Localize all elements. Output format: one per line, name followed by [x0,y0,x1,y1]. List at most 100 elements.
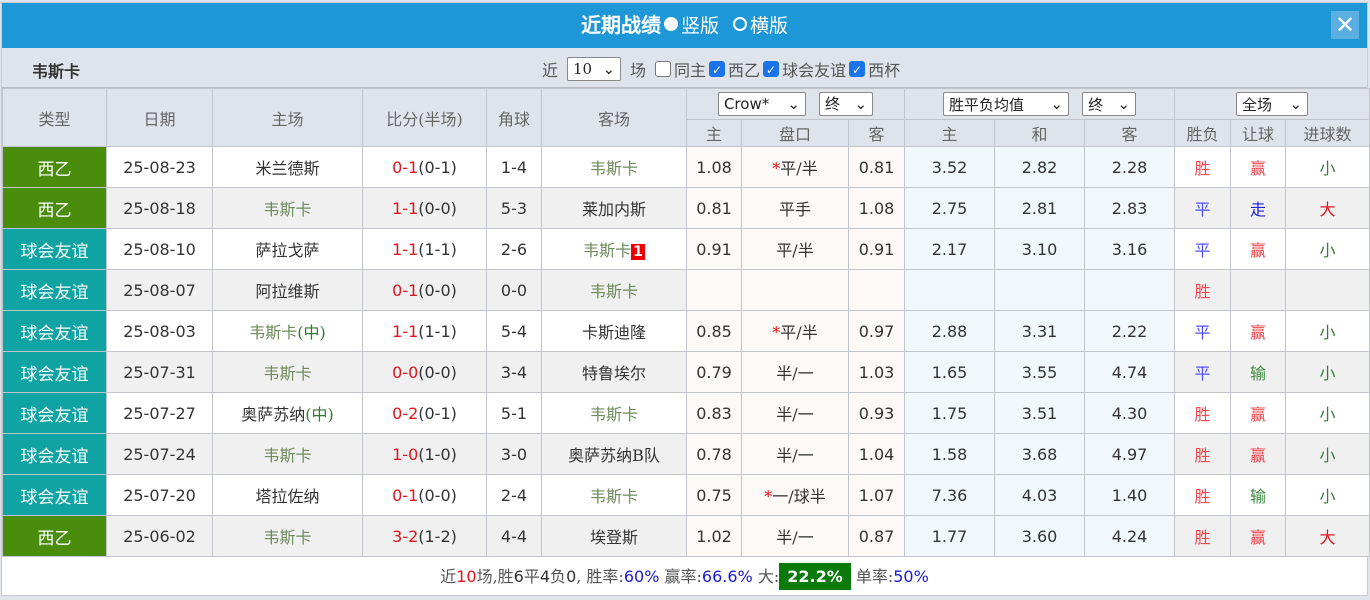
handicap-home-odds: 0.91 [686,228,742,270]
table-row[interactable]: 球会友谊 25-08-10 萨拉戈萨 1-1(1-1) 2-6 韦斯卡 1 0.91 平/半 0.… [2,228,1370,270]
checkbox-cup[interactable]: ✓ [849,61,866,77]
hc-text: 赢 [1250,323,1267,342]
home-team: 韦斯卡 [263,200,312,219]
avg-home: 2.75 [904,187,995,229]
avg-final-select[interactable]: 终 ⌄ [1082,92,1137,116]
match-type[interactable]: 球会友谊 [2,310,107,352]
handicap-away-odds: 1.03 [848,351,905,393]
score: 0-1 [392,157,419,177]
away-team: 韦斯卡 [589,282,638,301]
hcrate-label: 赢率: [664,567,702,586]
half-score: (0-0) [418,485,457,505]
handicap-away-odds: 0.91 [848,228,905,270]
match-date: 25-07-31 [106,351,213,393]
handicap-final-select[interactable]: 终 ⌄ [819,91,874,116]
odds: 0.81 [696,198,732,218]
handicap-result: 赢 [1230,228,1287,270]
table-row[interactable]: 西乙 25-08-18 韦斯卡 1-1(0-0) 5-3 莱加内斯 0.81 平手 1.08 2.… [2,187,1370,229]
result: 胜 [1174,433,1232,475]
radio-horizontal[interactable] [733,17,748,31]
score: 0-1 [392,485,419,505]
half-score: (0-0) [418,198,457,218]
summary-near: 近 [440,567,457,586]
odds: 0.85 [696,321,732,341]
odds: 0.87 [858,526,895,546]
odds: 3.16 [1111,239,1148,259]
match-type[interactable]: 西乙 [2,146,107,188]
table-row[interactable]: 球会友谊 25-07-31 韦斯卡 0-0(0-0) 3-4 特鲁埃尔 0.79 半/一 1.0… [2,351,1370,393]
home-cell: 塔拉佐纳 [212,474,363,516]
label-vertical[interactable]: 竖版 [680,15,719,37]
company-select[interactable]: Crow* ⌄ [717,92,806,117]
score-cell: 1-1(0-0) [362,187,487,229]
subcol-6: 胜负 [1174,119,1232,147]
chevron-down-icon: ⌄ [1117,95,1131,113]
col-away: 客场 [541,88,687,147]
handicap-home-odds: 0.75 [686,474,742,516]
match-type[interactable]: 球会友谊 [2,228,107,270]
match-date: 25-08-18 [106,187,213,229]
radio-vertical[interactable] [663,17,678,31]
period-select[interactable]: 全场 ⌄ [1236,92,1309,116]
summary-loss-label: 负 [550,567,567,586]
near-label: 近 [542,61,559,80]
avg-draw: 3.51 [994,392,1085,434]
red-card-badge: 1 [631,244,645,260]
score-cell: 0-1(0-0) [362,474,487,516]
handicap-away-odds: 1.08 [848,187,905,229]
half-score: (1-1) [418,239,457,259]
table-row[interactable]: 球会友谊 25-08-03 韦斯卡(中) 1-1(1-1) 5-4 卡斯迪隆 0.85 *平/… [2,310,1370,352]
table-row[interactable]: 西乙 25-08-23 米兰德斯 0-1(0-1) 1-4 韦斯卡 1.08 *平/半 0.81… [2,146,1370,188]
date-text: 25-08-18 [123,198,196,218]
corner-count: 5-1 [500,403,528,423]
table-row[interactable]: 球会友谊 25-07-24 韦斯卡 1-0(1-0) 3-0 奥萨苏纳B队 0.78 半/一 1… [2,433,1370,475]
table-row[interactable]: 球会友谊 25-07-27 奥萨苏纳(中) 0-2(0-1) 5-1 韦斯卡 0.83 半/一… [2,392,1370,434]
odds: 0.93 [858,403,895,423]
away-cell: 埃登斯 [541,515,687,557]
handicap-home-odds: 1.08 [686,146,742,188]
company-value: Crow* [723,95,770,114]
result-text: 胜 [1194,159,1211,178]
winrate-value: 60% [623,567,660,586]
odds: 2.22 [1111,321,1148,341]
table-row[interactable]: 球会友谊 25-08-07 阿拉维斯 0-1(0-0) 0-0 韦斯卡 胜 [2,269,1370,311]
checkbox-league[interactable]: ✓ [709,61,726,77]
match-type[interactable]: 西乙 [2,187,107,229]
result: 平 [1174,351,1232,393]
corner-cell: 5-1 [486,392,542,434]
odds: 4.97 [1111,444,1148,464]
match-count-select[interactable]: 10 ⌄ [567,57,622,81]
handicap-away-odds: 0.87 [848,515,905,557]
match-type[interactable]: 球会友谊 [2,269,107,311]
same-home-checkbox[interactable] [655,61,672,77]
checkbox-friendly[interactable]: ✓ [763,61,780,77]
subcol-8: 进球数 [1285,119,1370,147]
result: 胜 [1174,392,1232,434]
home-team: 韦斯卡 [263,446,312,465]
match-type[interactable]: 球会友谊 [2,392,107,434]
avg-odds-select[interactable]: 胜平负均值 ⌄ [942,92,1069,116]
match-type[interactable]: 球会友谊 [2,474,107,516]
odds: 3.51 [1021,403,1058,423]
col-type: 类型 [2,88,107,147]
table-row[interactable]: 球会友谊 25-07-20 塔拉佐纳 0-1(0-0) 2-4 韦斯卡 0.75 *一/球半 1… [2,474,1370,516]
goals-result: 小 [1285,433,1370,475]
ou-text: 小 [1319,323,1336,342]
result: 胜 [1174,474,1232,516]
result-text: 平 [1194,241,1211,260]
half-score: (0-0) [418,362,457,382]
match-type[interactable]: 球会友谊 [2,351,107,393]
avg-header: 胜平负均值 ⌄ 终 ⌄ [903,88,1176,120]
match-type[interactable]: 球会友谊 [2,433,107,475]
match-type[interactable]: 西乙 [2,515,107,557]
label-horizontal[interactable]: 横版 [750,15,789,37]
handicap-home-odds [686,269,742,311]
result-text: 胜 [1194,282,1211,301]
score: 1-1 [392,321,419,341]
odds: 0.78 [696,444,732,464]
match-date: 25-08-03 [106,310,213,352]
table-row[interactable]: 西乙 25-06-02 韦斯卡 3-2(1-2) 4-4 埃登斯 1.02 半/一 0.87 1.… [2,515,1370,557]
close-icon[interactable]: ✕ [1331,11,1359,39]
goals-result: 大 [1285,187,1370,229]
avg-home: 1.77 [904,515,995,557]
